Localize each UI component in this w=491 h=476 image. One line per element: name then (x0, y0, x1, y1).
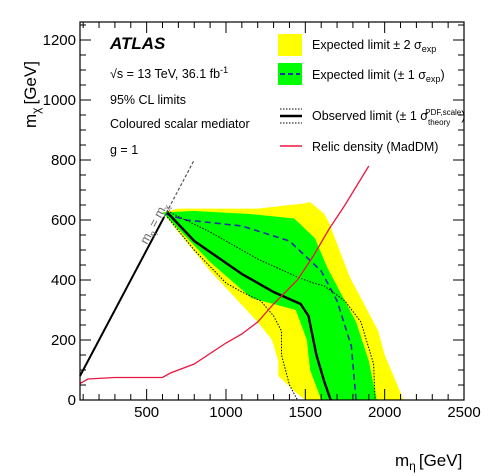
y-tick-label: 0 (68, 392, 76, 409)
x-tick-label: 1500 (289, 404, 322, 421)
cl-label: 95% CL limits (110, 93, 186, 107)
lumi-exponent: -1 (220, 65, 228, 75)
legend-label-observed: Observed limit (± 1 σtheoryPDF,scale) (312, 108, 465, 127)
legend: Expected limit ± 2 σexp Expected limit (… (278, 34, 465, 154)
y-tick-label: 1200 (43, 32, 76, 49)
relic-density-line (79, 165, 370, 385)
ticks-layer: 500 1000 1500 2000 2500 0 200 400 600 800 1000 1200 (43, 22, 481, 421)
coupling-label: g = 1 (110, 143, 138, 157)
y-axis-title-unit: [GeV] (21, 61, 40, 104)
model-label: Coloured scalar mediator (110, 117, 250, 131)
x-axis-title-sub: η (409, 459, 416, 473)
energy-lumi-label: √s = 13 TeV, 36.1 fb-1 (110, 65, 228, 81)
x-tick-label: 500 (134, 404, 159, 421)
y-axis-title-main: m (21, 114, 40, 128)
x-tick-label: 2000 (368, 404, 401, 421)
legend-swatch-band2 (278, 34, 302, 56)
diagonal-label-sub-a: η (147, 229, 158, 238)
x-axis-title-main: m (395, 451, 409, 470)
y-axis-title: mχ [GeV] (21, 61, 43, 128)
atlas-label: ATLAS (109, 34, 166, 53)
diagonal-extension-line (163, 159, 195, 218)
diagonal-label: mη = mχ (137, 200, 172, 247)
observed-plus-1sigma-line (167, 210, 376, 401)
y-tick-label: 200 (51, 332, 76, 349)
y-axis-title-sub: χ (29, 107, 43, 114)
y-tick-label: 1000 (43, 92, 76, 109)
x-axis-title-unit: [GeV] (419, 451, 462, 470)
x-axis-title: mη [GeV] (395, 451, 462, 473)
legend-label-band1: Expected limit (± 1 σexp) (312, 68, 445, 84)
plot-frame (79, 21, 465, 401)
observed-limit-line (166, 211, 332, 401)
energy-lumi-text: √s = 13 TeV, 36.1 fb (110, 67, 220, 81)
diagonal-boundary-line (79, 216, 165, 377)
bands-layer (162, 202, 404, 400)
legend-label-band2: Expected limit ± 2 σexp (312, 38, 436, 54)
diagonal-label-sub-b: χ (161, 203, 172, 212)
lines-layer (79, 159, 376, 401)
legend-label-relic: Relic density (MadDM) (312, 140, 438, 154)
y-tick-label: 600 (51, 212, 76, 229)
y-tick-label: 800 (51, 152, 76, 169)
x-tick-label: 2500 (447, 404, 480, 421)
x-tick-label: 1000 (209, 404, 242, 421)
band-1sigma (162, 211, 377, 400)
expected-limit-line (165, 213, 357, 401)
y-tick-label: 400 (51, 272, 76, 289)
